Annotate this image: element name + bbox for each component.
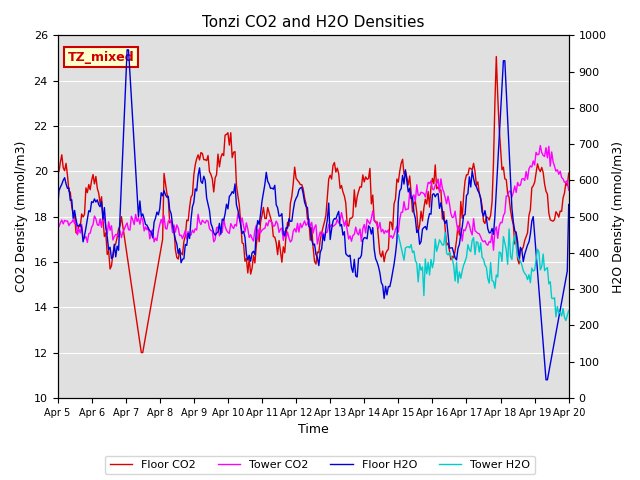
Floor H2O: [374, 264, 382, 269]
Floor CO2: [54, 170, 61, 176]
Floor CO2: [68, 204, 76, 209]
Tower CO2: [68, 219, 76, 225]
Title: Tonzi CO2 and H2O Densities: Tonzi CO2 and H2O Densities: [202, 15, 424, 30]
Floor H2O: [364, 236, 371, 242]
Floor CO2: [346, 216, 354, 221]
Tower CO2: [54, 218, 61, 224]
Tower CO2: [373, 222, 381, 228]
Floor CO2: [505, 195, 513, 201]
Tower H2O: [502, 247, 510, 253]
Floor H2O: [124, 47, 131, 53]
Floor H2O: [68, 197, 76, 203]
Legend: Floor CO2, Tower CO2, Floor H2O, Tower H2O: Floor CO2, Tower CO2, Floor H2O, Tower H…: [105, 456, 535, 474]
Floor H2O: [150, 219, 158, 225]
Tower H2O: [565, 308, 573, 313]
Floor H2O: [565, 202, 573, 207]
Line: Tower CO2: Tower CO2: [58, 145, 569, 250]
Floor H2O: [346, 252, 354, 258]
Floor CO2: [364, 177, 371, 182]
Floor CO2: [374, 235, 382, 241]
Tower CO2: [362, 230, 369, 236]
Tower CO2: [536, 143, 544, 148]
Line: Floor CO2: Floor CO2: [58, 57, 569, 353]
Floor CO2: [138, 350, 145, 356]
Tower CO2: [565, 188, 573, 193]
Floor CO2: [565, 170, 573, 176]
Y-axis label: H2O Density (mmol/m3): H2O Density (mmol/m3): [612, 141, 625, 293]
Tower CO2: [504, 193, 511, 199]
Y-axis label: CO2 Density (mmol/m3): CO2 Density (mmol/m3): [15, 141, 28, 292]
X-axis label: Time: Time: [298, 423, 328, 436]
Line: Floor H2O: Floor H2O: [58, 50, 569, 380]
Tower CO2: [149, 227, 157, 233]
Floor CO2: [492, 54, 500, 60]
Tower CO2: [345, 236, 353, 242]
Floor H2O: [54, 207, 61, 213]
Floor H2O: [542, 377, 550, 383]
Floor CO2: [150, 285, 158, 291]
Tower CO2: [490, 247, 497, 253]
Floor H2O: [504, 118, 511, 123]
Line: Tower H2O: Tower H2O: [398, 229, 569, 321]
Text: TZ_mixed: TZ_mixed: [68, 51, 134, 64]
